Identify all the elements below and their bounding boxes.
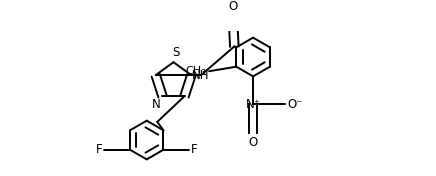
Text: NH: NH xyxy=(192,69,210,82)
Text: N: N xyxy=(152,98,160,111)
Text: CH₃: CH₃ xyxy=(185,66,206,76)
Text: O: O xyxy=(228,0,238,13)
Text: S: S xyxy=(172,46,179,59)
Text: F: F xyxy=(95,143,102,156)
Text: F: F xyxy=(191,143,198,156)
Text: O⁻: O⁻ xyxy=(288,98,303,111)
Text: O: O xyxy=(249,136,258,149)
Text: N⁺: N⁺ xyxy=(245,98,261,111)
